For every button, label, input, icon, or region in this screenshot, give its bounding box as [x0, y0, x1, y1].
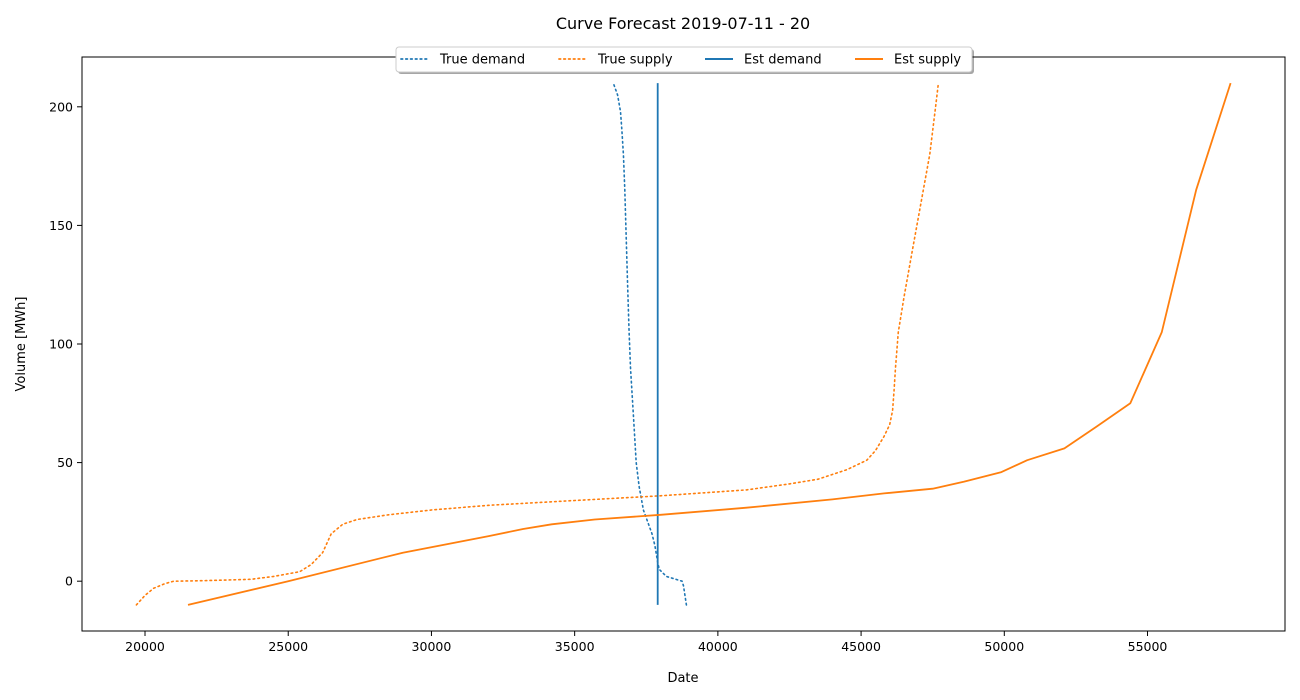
- x-tick-label: 30000: [412, 639, 452, 654]
- x-tick-label: 50000: [984, 639, 1024, 654]
- legend-label-est-supply: Est supply: [894, 53, 961, 68]
- series-line-est-supply: [187, 82, 1232, 606]
- y-ticks: 0 50 100 150 200: [49, 99, 82, 589]
- series-line-true-supply: [135, 82, 940, 606]
- x-tick-label: 25000: [268, 639, 308, 654]
- y-tick-label: 50: [57, 455, 73, 470]
- chart-title: Curve Forecast 2019-07-11 - 20: [556, 14, 810, 33]
- y-axis-label: Volume [MWh]: [14, 297, 29, 392]
- x-ticks: 20000 25000 30000 35000 40000 45000 50000 55000: [125, 631, 1167, 654]
- legend-box: [395, 46, 973, 73]
- series-layer: [135, 82, 1232, 606]
- legend-label-true-demand: True demand: [439, 53, 525, 68]
- legend-label-true-supply: True supply: [597, 53, 673, 68]
- y-tick-label: 150: [49, 218, 73, 233]
- x-tick-label: 35000: [555, 639, 595, 654]
- x-tick-label: 55000: [1128, 639, 1168, 654]
- y-tick-label: 0: [65, 574, 73, 589]
- legend: True demand True supply Est demand Est supp…: [395, 46, 974, 74]
- plot-area: [82, 57, 1285, 631]
- x-tick-label: 45000: [841, 639, 881, 654]
- x-axis-label: Date: [667, 671, 698, 686]
- x-tick-label: 20000: [125, 639, 165, 654]
- y-tick-label: 100: [49, 337, 73, 352]
- x-tick-label: 40000: [698, 639, 738, 654]
- series-line-true-demand: [612, 82, 688, 606]
- legend-label-est-demand: Est demand: [744, 53, 822, 68]
- y-tick-label: 200: [49, 99, 73, 114]
